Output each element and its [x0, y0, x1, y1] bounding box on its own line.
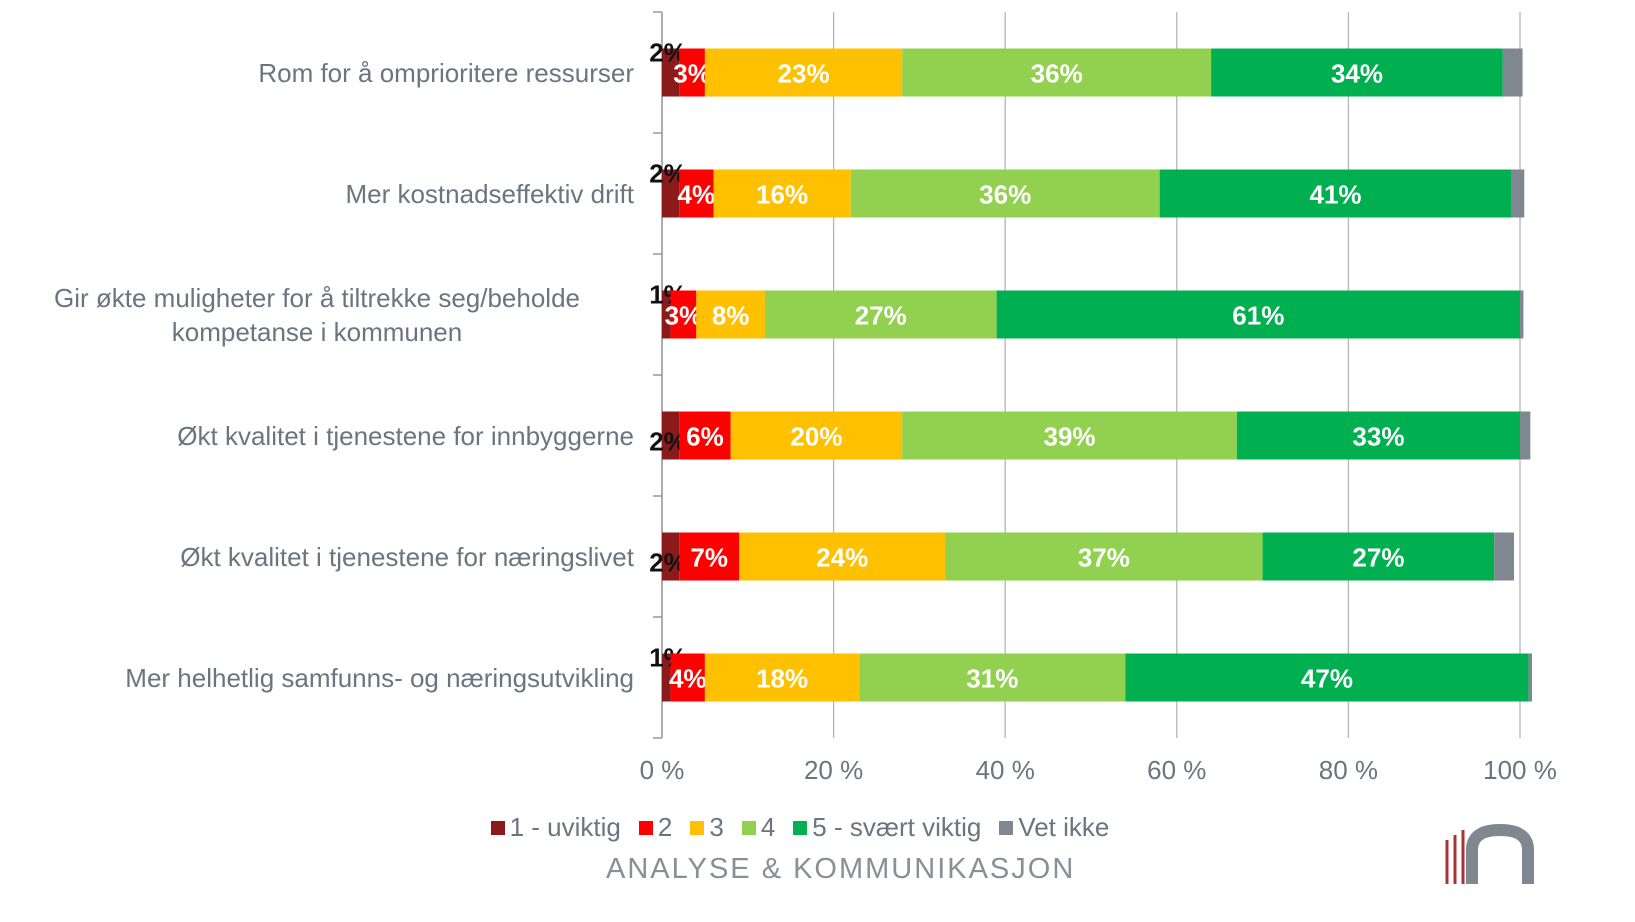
category-label: Mer helhetlig samfunns- og næringsutvikl…	[125, 662, 634, 693]
bar-segment	[670, 653, 705, 702]
legend-item: 3	[690, 812, 724, 843]
legend-label: 4	[760, 812, 776, 842]
bar-segment	[902, 48, 1212, 97]
legend-label: 5 - svært viktig	[812, 812, 982, 842]
data-label: 3%	[673, 58, 711, 88]
x-tick-label: 80 %	[1319, 755, 1378, 785]
bar-segment	[1125, 653, 1529, 702]
data-label: 47%	[1301, 663, 1353, 693]
legend-swatch	[741, 820, 756, 835]
legend-swatch	[638, 820, 653, 835]
data-label: 37%	[1078, 542, 1130, 572]
bar-segment	[764, 290, 997, 339]
bar-segment	[1520, 411, 1531, 460]
bar-segment	[945, 532, 1263, 581]
bar-segment	[1262, 532, 1495, 581]
legend-swatch	[793, 820, 808, 835]
legend-swatch	[690, 820, 705, 835]
data-label: 39%	[1044, 421, 1096, 451]
bar-segment	[713, 169, 851, 218]
data-label: 3%	[665, 300, 703, 330]
legend-item: 5 - svært viktig	[793, 812, 981, 843]
bar-segment	[730, 411, 903, 460]
data-label: 18%	[756, 663, 808, 693]
bar-segment	[696, 290, 765, 339]
legend-item: 1 - uviktig	[490, 812, 621, 843]
bar-segment	[662, 169, 680, 218]
data-label: 20%	[790, 421, 842, 451]
data-label: 61%	[1232, 300, 1284, 330]
footer: ANALYSE & KOMMUNIKASJON	[606, 853, 1076, 885]
legend-item: Vet ikke	[999, 812, 1109, 843]
data-label: 4%	[678, 179, 716, 209]
data-label: 8%	[712, 300, 750, 330]
data-label: 31%	[966, 663, 1018, 693]
legend-label: 2	[657, 812, 673, 842]
bar-segment	[679, 532, 740, 581]
data-label: 6%	[686, 421, 724, 451]
legend-swatch	[999, 820, 1014, 835]
data-label: 33%	[1352, 421, 1404, 451]
data-label: 34%	[1331, 58, 1383, 88]
data-label: 36%	[1031, 58, 1083, 88]
x-tick-label: 20 %	[804, 755, 863, 785]
data-label: 27%	[1352, 542, 1404, 572]
legend-item: 4	[741, 812, 776, 843]
bar-segment	[850, 169, 1160, 218]
bar-segment	[902, 411, 1237, 460]
x-tick-label: 60 %	[1147, 755, 1206, 785]
legend: 1 - uviktig 2 3 4 5 - svært viktig Vet ikke	[0, 812, 1600, 843]
bar-segment	[662, 653, 671, 702]
bar-segment	[679, 411, 731, 460]
bar-segment	[1236, 411, 1520, 460]
legend-item: 2	[638, 812, 673, 843]
category-label: Rom for å omprioritere ressurser	[258, 57, 634, 88]
bar-segment	[662, 411, 680, 460]
bar-segment	[670, 290, 697, 339]
bar-segment	[662, 532, 680, 581]
bar-segment	[704, 653, 860, 702]
legend-swatch	[490, 820, 505, 835]
bar-segment	[1511, 169, 1525, 218]
bar-segment	[1494, 532, 1514, 581]
x-tick-label: 100 %	[1483, 755, 1557, 785]
legend-label: 1 - uviktig	[509, 812, 621, 842]
bar-segment	[662, 48, 680, 97]
logo	[1445, 823, 1534, 884]
bar-segment	[679, 48, 705, 97]
x-tick-label: 0 %	[640, 755, 685, 785]
data-label: 16%	[756, 179, 808, 209]
data-label: 7%	[690, 542, 728, 572]
x-tick-label: 40 %	[976, 755, 1035, 785]
category-label: Økt kvalitet i tjenestene for innbyggern…	[177, 420, 634, 451]
bar-segment	[704, 48, 903, 97]
category-label: Gir økte muligheter for å tiltrekke seg/…	[53, 282, 581, 347]
bar-segment	[1211, 48, 1503, 97]
data-label: 24%	[816, 542, 868, 572]
bar-segment	[1159, 169, 1512, 218]
bar-segment	[662, 290, 671, 339]
bar-segment	[1528, 653, 1533, 702]
data-label: 41%	[1310, 179, 1362, 209]
category-label: Mer kostnadseffektiv drift	[345, 178, 634, 209]
legend-label: Vet ikke	[1018, 812, 1110, 842]
bar-segment	[996, 290, 1520, 339]
bar-segment	[739, 532, 946, 581]
data-label: 23%	[778, 58, 830, 88]
bar-segment	[1520, 290, 1524, 339]
bar-segment	[859, 653, 1126, 702]
bar-segment	[1502, 48, 1523, 97]
category-label: Økt kvalitet i tjenestene for næringsliv…	[180, 541, 634, 572]
data-label: 27%	[855, 300, 907, 330]
bar-segment	[679, 169, 714, 218]
legend-label: 3	[709, 812, 724, 842]
data-label: 36%	[979, 179, 1031, 209]
data-label: 4%	[669, 663, 707, 693]
